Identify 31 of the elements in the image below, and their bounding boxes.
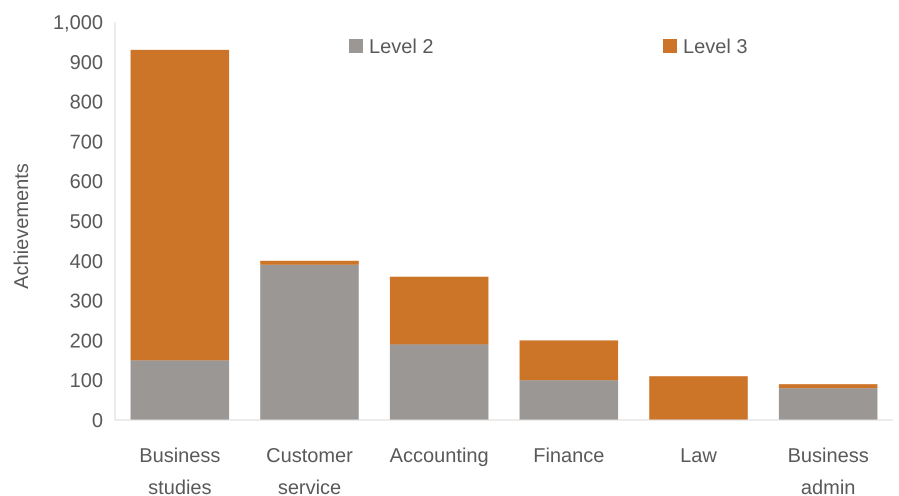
bar: [130, 50, 230, 360]
bar: [260, 264, 359, 420]
bar: [520, 380, 618, 420]
y-tick-label: 700: [70, 131, 103, 154]
x-tick-label: Finance: [533, 445, 604, 467]
y-tick-label: 100: [70, 370, 103, 392]
bar: [520, 340, 618, 380]
x-tick-label: Business studies: [139, 445, 220, 496]
bar: [390, 276, 488, 344]
y-tick-label: 600: [70, 171, 103, 194]
y-tick-label: 300: [70, 290, 103, 313]
y-axis-title: Achievements: [11, 163, 33, 289]
bar: [390, 344, 488, 420]
bar: [260, 260, 359, 265]
x-tick-label: Accounting: [390, 445, 489, 467]
y-tick-label: 800: [70, 92, 103, 114]
y-tick-label: 1,000: [52, 12, 103, 34]
x-tick-label: Customer service: [266, 445, 354, 496]
y-tick-label: 500: [70, 211, 103, 233]
y-tick-label: 0: [92, 410, 103, 432]
bar: [778, 388, 878, 420]
y-tick-label: 200: [70, 330, 103, 352]
x-tick-label: Business admin: [788, 445, 869, 496]
x-tick-label: Law: [680, 445, 718, 467]
bar: [130, 360, 230, 420]
legend-label: Level 3: [683, 36, 748, 58]
bar: [778, 384, 878, 388]
bar: [649, 376, 748, 420]
legend-label: Level 2: [369, 36, 434, 58]
y-tick-label: 900: [70, 52, 103, 74]
y-tick-label: 400: [70, 250, 103, 273]
